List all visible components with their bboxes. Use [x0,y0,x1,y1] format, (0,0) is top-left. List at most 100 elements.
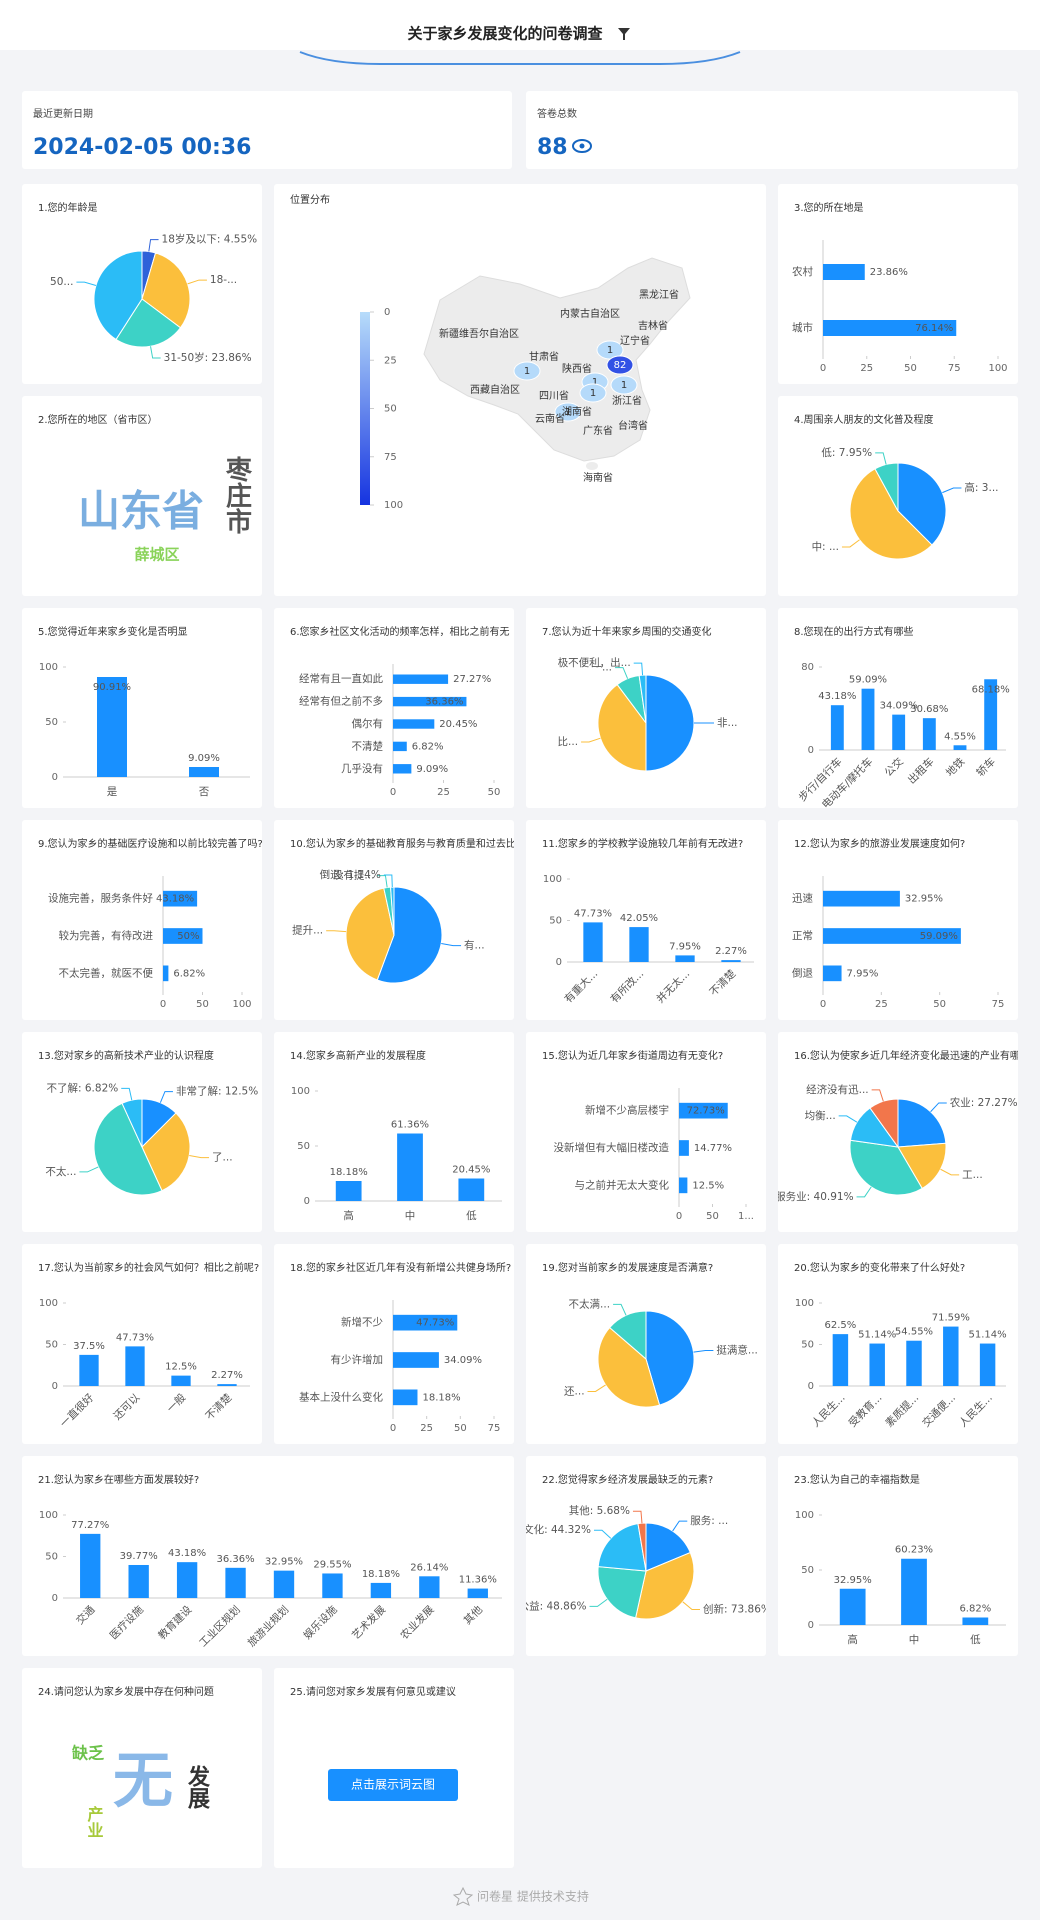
y-tick-label: 100 [39,662,58,673]
value-label: 43.18% [168,1548,206,1559]
x-tick-label: 0 [820,363,826,374]
leader-line [930,1102,947,1113]
x-tick-label: 50 [933,999,946,1010]
y-tick-label: 50 [45,1552,58,1563]
bar [583,922,603,962]
panel-title: 4.周围亲人朋友的文化普及程度 [794,413,934,426]
bar [393,764,412,774]
eye-icon[interactable] [572,139,592,153]
region-fill [579,383,607,403]
bar [906,1340,922,1386]
panel-title: 14.您家乡高新产业的发展程度 [290,1049,426,1062]
region-name: 西藏自治区 [470,383,520,396]
y-tick-label: 偶尔有 [352,717,384,730]
y-tick-label: 50 [45,1340,58,1351]
panel [22,1668,262,1868]
region-value: 1 [565,407,571,418]
leader-line [79,1166,99,1173]
slice-label: 不了解: 6.82% [47,1081,119,1094]
panel-title: 2.您所在的地区（省市区） [38,413,158,426]
pie-slice [897,462,947,546]
value-label: 2.27% [715,946,747,957]
region-fill [606,355,634,375]
value-label: 37.5% [73,1341,105,1352]
bar [322,1573,343,1598]
value-label: 6.82% [412,741,444,752]
bar [397,1133,423,1201]
slice-label: 一... [592,662,613,674]
bar [869,1343,885,1386]
y-tick-label: 50 [297,1141,310,1152]
leader-line [615,667,629,679]
leader-line [594,1529,612,1539]
bar [629,927,649,962]
x-tick-label: 25 [420,1423,433,1434]
leader-line [159,1091,173,1103]
bar [679,1140,689,1156]
panel-content: 22.您觉得家乡经济发展最缺乏的元素? 服务: ... 创新: 73.86% 公益: … [526,1473,766,1620]
x-tick-label: 75 [948,363,961,374]
value-label: 42.05% [620,913,658,924]
pie-slice [141,1112,191,1192]
bar [830,705,844,750]
button[interactable]: 点击展示词云图 [328,1769,458,1801]
x-tick-label: 75 [488,1423,501,1434]
panel-title: 3.您的所在地是 [794,201,864,214]
leader-line [150,346,161,359]
bar [80,1533,101,1598]
value-label: 50% [177,931,199,942]
leader-line [441,943,462,947]
bar [217,1384,237,1386]
filter-icon[interactable] [618,28,630,40]
slice-label: 经济没有迅... [806,1083,869,1096]
colorbar [360,312,370,505]
bar [163,890,198,907]
leader-line [187,279,207,285]
y-tick-label: 0 [556,957,562,968]
value-label: 12.5% [165,1362,197,1373]
slice-label: 18-... [210,274,237,286]
panel [778,608,1018,808]
leader-line [587,1384,606,1392]
x-tick-label: 25 [875,999,888,1010]
slice-label: 高: 3... [964,481,998,494]
panel [526,820,766,1020]
pie-slice [115,298,182,348]
slice-label: 中: ... [812,540,839,553]
y-tick-label: 基本上没什么变化 [299,1390,383,1403]
panel-title: 16.您认为使家乡近几年经济变化最迅速的产业有哪 [794,1049,1020,1062]
value-label: 4.55% [944,731,976,742]
bar [393,674,449,684]
y-tick-label: 50 [801,1565,814,1576]
stat-card [526,91,1018,169]
colorbar-tick-label: 0 [384,307,390,318]
colorbar-tick-label: 50 [384,404,397,415]
value-label: 60.23% [895,1545,933,1556]
pie-slice [141,252,191,329]
pie-slice [874,462,899,512]
region-value: 1 [590,388,596,399]
y-tick-label: 80 [801,662,814,673]
value-label: 36.36% [216,1554,254,1565]
bar [823,965,842,982]
slice-label: 不太... [45,1165,76,1178]
header-title: 关于家乡发展变化的问卷调查 [407,25,603,43]
region-name: 台湾省 [618,419,648,432]
bar [832,1334,849,1386]
y-tick-label: 经常有但之前不多 [299,695,383,708]
panel-title: 15.您认为近几年家乡街道周边有无变化? [542,1049,723,1062]
y-tick-label: 100 [543,874,562,885]
value-label: 14.77% [694,1143,732,1154]
x-tick-label: 50 [904,363,917,374]
value-label: 6.82% [959,1603,991,1614]
colorbar-tick-label: 25 [384,355,397,366]
leader-line [672,1520,688,1532]
panel [778,1456,1018,1656]
slice-label: 低: 7.95% [821,446,872,459]
panel-content: 3.您的所在地是 0 25 50 75 100 23.86% 农村 76.14% 城市 [792,201,1008,374]
slice-label: 服务: ... [690,1514,728,1527]
country-outline [423,257,691,462]
